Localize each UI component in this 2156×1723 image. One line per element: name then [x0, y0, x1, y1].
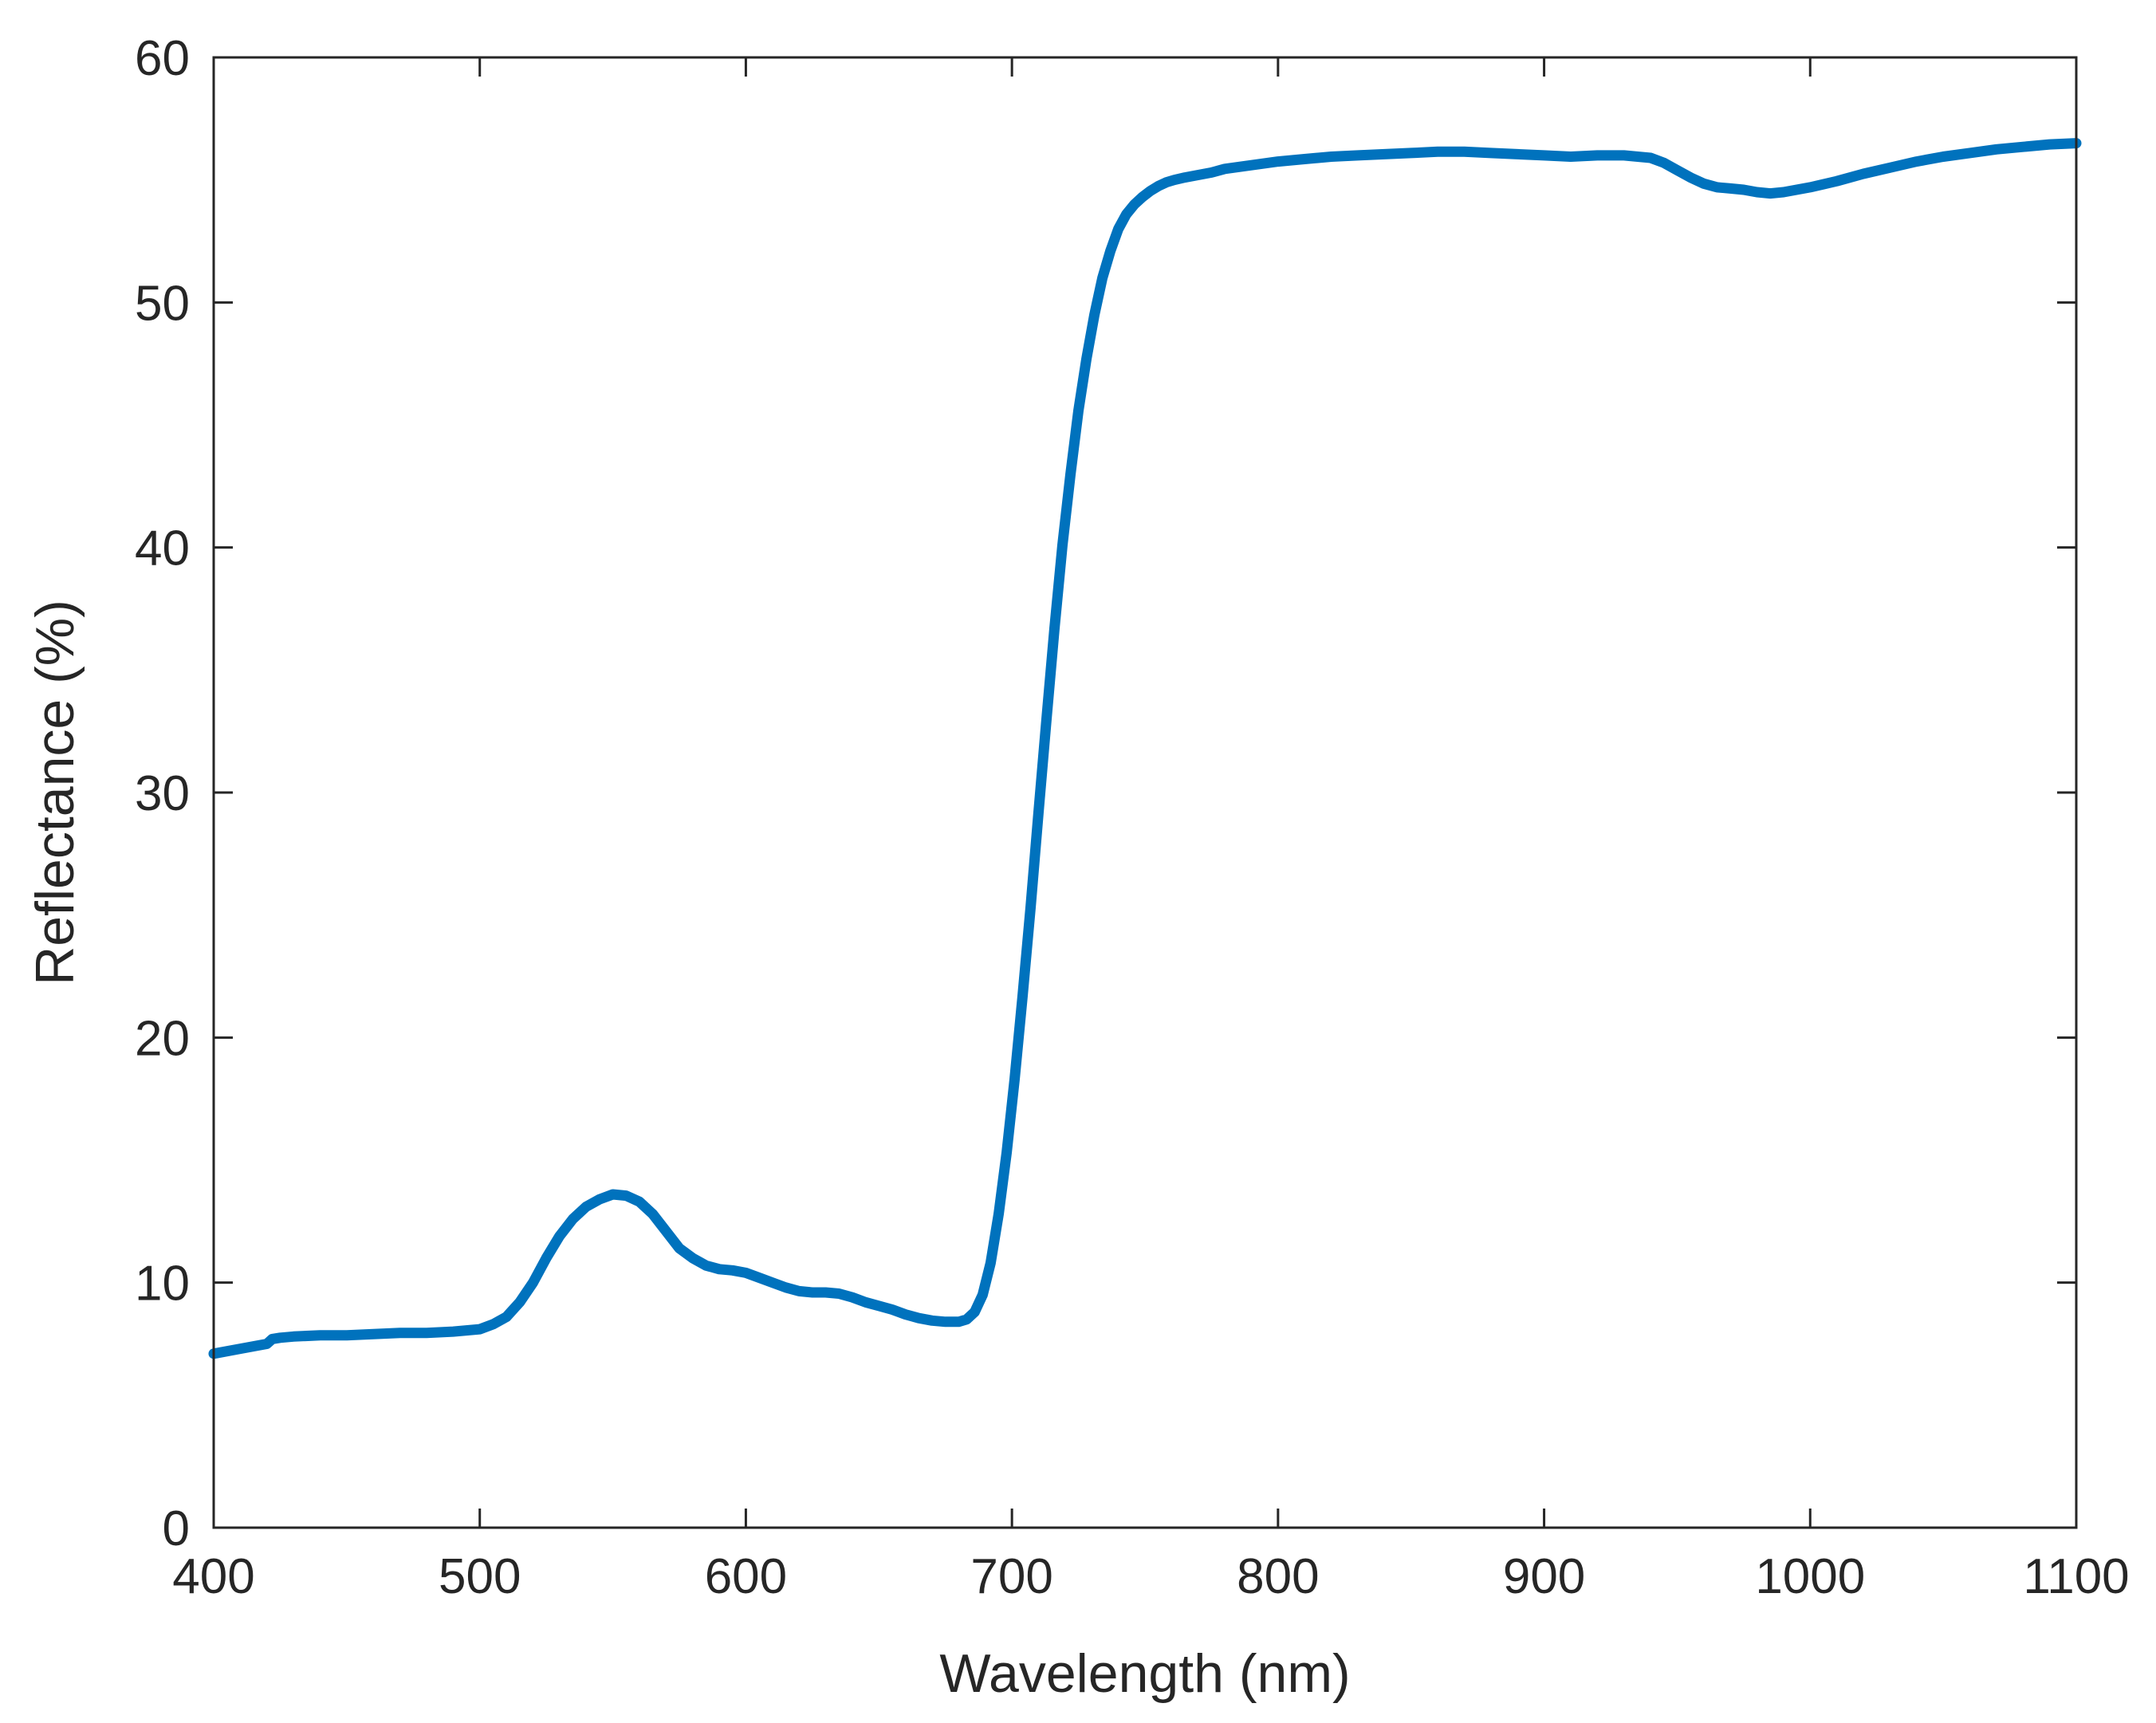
x-tick-label: 1100 — [2023, 1549, 2129, 1604]
tick-labels: 400 500 600 700 800 900 1000 1100 0 10 20 30 40 50 60 — [135, 31, 2130, 1604]
series-layer — [208, 138, 2082, 1359]
y-tick-label: 40 — [135, 521, 190, 576]
plot-frame — [212, 56, 2078, 1529]
x-tick-label: 500 — [439, 1549, 521, 1604]
x-tick-label: 600 — [705, 1549, 787, 1604]
y-tick-label: 60 — [135, 31, 190, 86]
x-axis-label: Wavelength (nm) — [939, 1643, 1350, 1704]
y-tick-label: 10 — [135, 1257, 190, 1312]
x-tick-label: 900 — [1503, 1549, 1585, 1604]
x-tick-label: 400 — [172, 1549, 254, 1604]
y-tick-label: 30 — [135, 766, 190, 821]
y-tick-label: 20 — [135, 1011, 190, 1066]
y-tick-label: 50 — [135, 276, 190, 331]
x-tick-label: 700 — [970, 1549, 1052, 1604]
y-tick-label: 0 — [163, 1501, 190, 1556]
y-axis-label: Reflectance (%) — [25, 600, 85, 985]
x-tick-label: 1000 — [1755, 1549, 1865, 1604]
reflectance-series-line — [208, 138, 2082, 1359]
x-tick-label: 800 — [1237, 1549, 1319, 1604]
